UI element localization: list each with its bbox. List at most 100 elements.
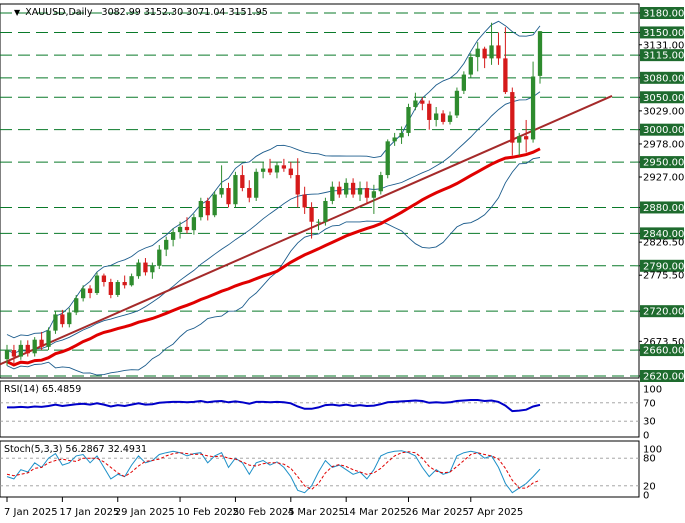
candle[interactable] [378,171,383,195]
candle[interactable] [60,309,65,328]
candle-body [309,207,314,222]
candle[interactable] [129,273,134,287]
candle[interactable] [295,158,300,208]
candle[interactable] [309,202,314,239]
candle[interactable] [46,327,51,351]
candle[interactable] [440,110,446,125]
candle-body [74,298,79,313]
candle[interactable] [337,181,342,198]
candle[interactable] [288,162,293,179]
candle[interactable] [364,181,370,205]
candle[interactable] [205,197,210,221]
candle[interactable] [344,178,349,198]
candle[interactable] [53,311,58,334]
candle[interactable] [489,22,494,65]
candle[interactable] [157,245,162,270]
candle[interactable] [385,139,390,179]
candle[interactable] [330,181,335,205]
candle[interactable] [503,27,508,95]
candle[interactable] [219,165,224,198]
candle[interactable] [461,71,467,95]
candle[interactable] [4,344,10,366]
candle-body [364,188,370,198]
candle[interactable] [184,217,190,234]
candle-body [420,100,425,104]
candle[interactable] [94,272,100,295]
candle[interactable] [350,178,356,198]
candle[interactable] [18,340,23,360]
candle[interactable] [447,111,453,125]
candle[interactable] [392,132,397,146]
candle[interactable] [475,42,480,72]
candle[interactable] [177,221,183,239]
candle[interactable] [468,53,473,78]
candle[interactable] [164,236,169,257]
candle[interactable] [247,180,252,203]
candle[interactable] [482,46,487,69]
candle[interactable] [434,106,439,127]
candle[interactable] [136,259,141,279]
candle[interactable] [198,197,203,221]
candle[interactable] [32,337,37,357]
candle[interactable] [150,262,155,279]
candle[interactable] [406,103,411,137]
candle[interactable] [274,162,280,179]
candle[interactable] [101,273,107,287]
candle[interactable] [316,219,321,231]
candle[interactable] [226,182,231,208]
candle[interactable] [371,184,377,214]
candle[interactable] [39,331,44,351]
candle[interactable] [108,278,113,299]
candle[interactable] [260,162,266,179]
candle[interactable] [517,132,522,156]
candle[interactable] [143,258,148,276]
candle-body [344,182,349,195]
candle[interactable] [454,87,460,119]
time-tick-label: 7 Jan 2025 [4,507,58,518]
candle[interactable] [87,285,93,299]
candle[interactable] [530,61,536,143]
candle-body [87,288,93,294]
candle[interactable] [302,186,307,214]
candle-body [537,31,543,76]
candle-body [267,168,273,173]
collapse-arrow-icon[interactable]: ▼ [14,8,21,17]
candle[interactable] [537,30,543,84]
time-tick-label: 4 Mar 2025 [288,507,345,518]
candle[interactable] [74,294,79,316]
price-level-badge [640,26,684,39]
stoch-tick-label: 0 [643,491,649,502]
candle[interactable] [240,165,245,192]
candle[interactable] [496,32,501,65]
candle[interactable] [212,191,217,218]
candle[interactable] [413,92,418,111]
price-tick-label: 2660.00 [643,346,684,357]
candlestick-series[interactable] [4,22,543,366]
rsi-panel-frame [0,380,640,438]
candle[interactable] [524,119,529,153]
candle[interactable] [191,213,197,235]
candle[interactable] [267,158,273,176]
candle[interactable] [427,100,432,130]
price-level-badge [640,7,684,19]
candle[interactable] [323,197,328,226]
candle[interactable] [254,168,259,201]
candle[interactable] [80,285,86,302]
candle[interactable] [170,228,176,247]
candle[interactable] [510,87,515,156]
price-level-badge [640,156,684,169]
candle[interactable] [25,340,30,357]
price-level-badge [640,91,684,104]
candle[interactable] [122,275,127,289]
candle-body [32,339,37,354]
candle[interactable] [11,344,17,364]
candle[interactable] [281,158,287,172]
candle[interactable] [357,181,363,201]
candle-body [240,175,245,189]
candle[interactable] [399,126,404,144]
candle[interactable] [233,171,238,208]
candle[interactable] [67,307,72,328]
price-tick-label: 3180.00 [643,9,684,20]
candle[interactable] [420,97,425,111]
candle[interactable] [115,280,120,297]
